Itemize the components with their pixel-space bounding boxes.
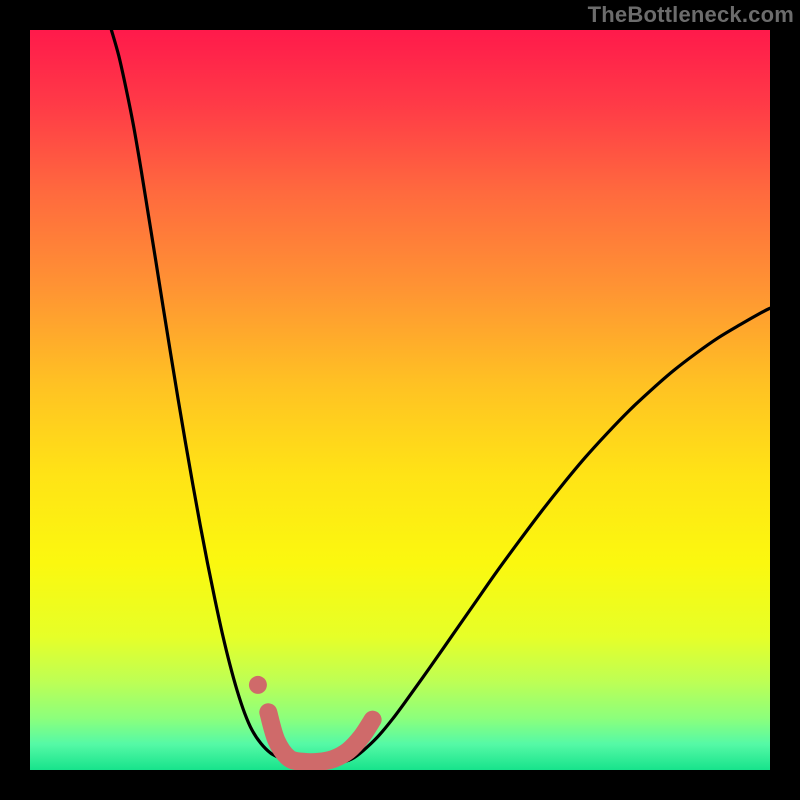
chart-frame: TheBottleneck.com <box>0 0 800 800</box>
watermark-text: TheBottleneck.com <box>588 2 794 28</box>
gradient-background <box>30 30 770 770</box>
bottleneck-chart <box>0 0 800 800</box>
overlay-dot <box>249 676 267 694</box>
